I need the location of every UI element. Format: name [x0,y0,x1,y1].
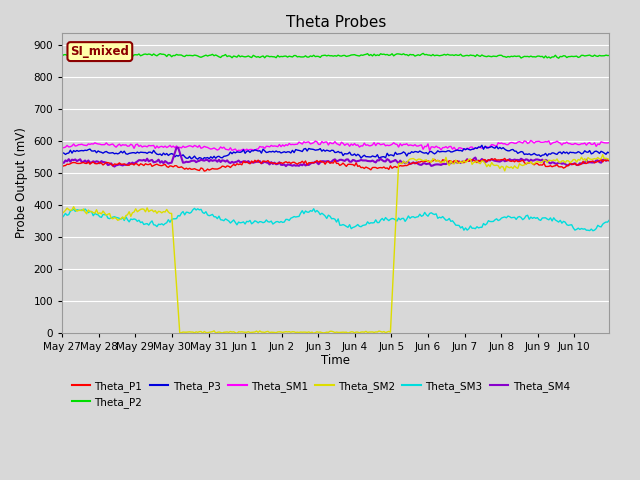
X-axis label: Time: Time [321,354,350,367]
Legend: Theta_P1, Theta_P2, Theta_P3, Theta_SM1, Theta_SM2, Theta_SM3, Theta_SM4: Theta_P1, Theta_P2, Theta_P3, Theta_SM1,… [67,377,574,412]
Y-axis label: Probe Output (mV): Probe Output (mV) [15,127,28,238]
Title: Theta Probes: Theta Probes [285,15,386,30]
Text: SI_mixed: SI_mixed [70,45,129,58]
